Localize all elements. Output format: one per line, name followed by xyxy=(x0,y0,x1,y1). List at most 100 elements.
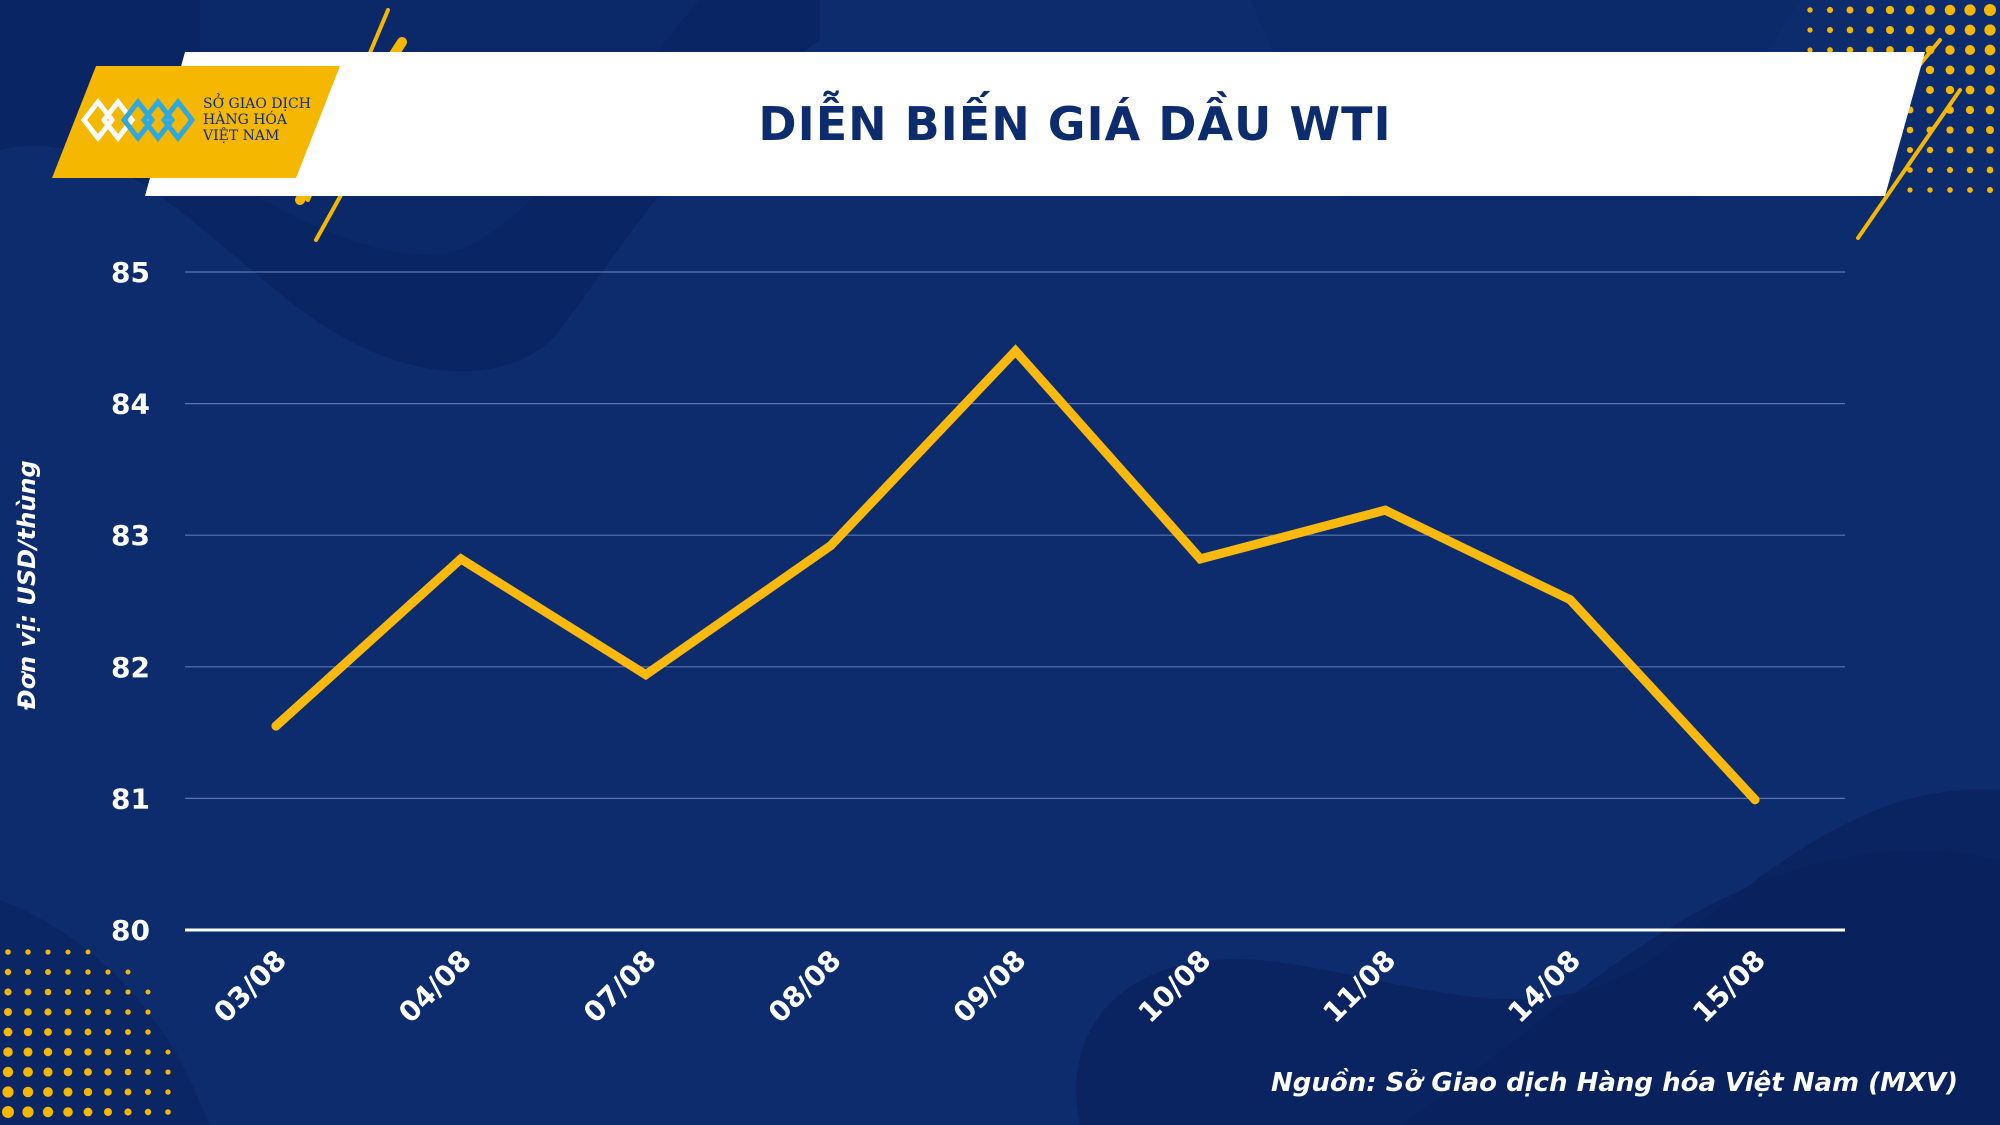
data-point xyxy=(271,721,281,731)
y-tick-label: 83 xyxy=(111,519,150,552)
decor-dot xyxy=(1866,46,1874,54)
decor-dot xyxy=(105,969,111,975)
decor-dot xyxy=(23,1067,33,1077)
decor-dot xyxy=(1907,167,1913,173)
decor-dot xyxy=(1927,187,1933,193)
decor-dot xyxy=(65,969,71,975)
decor-dot xyxy=(1946,166,1954,174)
decor-dot xyxy=(64,1048,72,1056)
x-tick-label: 11/08 xyxy=(1317,944,1403,1030)
logo-line-1: SỞ GIAO DỊCH xyxy=(203,96,311,112)
decor-dot xyxy=(1946,146,1954,154)
decor-dot xyxy=(1807,7,1813,13)
decor-dot xyxy=(104,1048,112,1056)
decor-dot xyxy=(1846,26,1854,34)
decor-dot xyxy=(63,1067,73,1077)
decor-dot xyxy=(1966,126,1974,134)
decor-dot xyxy=(165,1089,171,1095)
decor-dot xyxy=(1827,27,1833,33)
decor-dot xyxy=(1905,25,1915,35)
decor-dot xyxy=(85,949,91,955)
dots-bottom-left xyxy=(2,949,171,1118)
data-point xyxy=(1380,505,1390,515)
decor-dot xyxy=(85,989,91,995)
decor-dot xyxy=(63,1107,73,1117)
decor-dot xyxy=(104,1088,112,1096)
data-point xyxy=(641,670,651,680)
wave-bottom-right-2 xyxy=(1400,850,2000,1125)
logo-line-3: VIỆT NAM xyxy=(203,128,280,144)
x-tick-label: 08/08 xyxy=(762,944,848,1030)
decor-dot xyxy=(1984,4,1996,16)
series-line xyxy=(271,344,1760,805)
y-tick-label: 85 xyxy=(111,256,150,289)
decor-dot xyxy=(1846,6,1854,14)
decor-dot xyxy=(4,1008,12,1016)
decor-dot xyxy=(44,1008,52,1016)
data-point xyxy=(456,554,466,564)
decor-dot xyxy=(145,1069,151,1075)
decor-dot xyxy=(1807,27,1813,33)
gridlines xyxy=(185,271,1845,932)
y-tick-label: 82 xyxy=(111,651,150,684)
decor-dot xyxy=(1986,166,1994,174)
decor-dot xyxy=(125,989,131,995)
decor-dot xyxy=(3,1047,13,1057)
decor-dot xyxy=(1966,146,1974,154)
decor-dot xyxy=(64,1008,72,1016)
decor-dot xyxy=(23,1047,33,1057)
x-tick-label: 09/08 xyxy=(947,944,1033,1030)
decor-dot xyxy=(1985,65,1995,75)
decor-dot xyxy=(104,1108,112,1116)
x-tick-label: 03/08 xyxy=(207,944,293,1030)
decor-dot xyxy=(1966,166,1974,174)
decor-dot xyxy=(1885,5,1895,15)
decor-dot xyxy=(1986,146,1994,154)
decor-dot xyxy=(1944,4,1956,16)
decor-dot xyxy=(125,969,131,975)
decor-dot xyxy=(3,1027,13,1037)
decor-dot xyxy=(144,1108,152,1116)
decor-dot xyxy=(24,1008,32,1016)
x-tick-label: 07/08 xyxy=(577,944,663,1030)
logo-box xyxy=(52,66,340,178)
decor-dot xyxy=(22,1106,34,1118)
decor-dot xyxy=(1886,46,1894,54)
source-note: Nguồn: Sở Giao dịch Hàng hóa Việt Nam (M… xyxy=(1271,1068,1958,1098)
decor-dot xyxy=(45,949,51,955)
decor-dot xyxy=(165,1049,171,1055)
decor-dot xyxy=(1947,187,1953,193)
decor-dot xyxy=(1926,86,1934,94)
decor-dot xyxy=(105,1009,111,1015)
decor-dot xyxy=(85,969,91,975)
decor-dot xyxy=(1906,126,1914,134)
decor-dot xyxy=(1945,25,1955,35)
decor-dot xyxy=(1927,167,1933,173)
decor-dot xyxy=(1985,85,1995,95)
decor-dot xyxy=(145,1049,151,1055)
x-tick-label: 10/08 xyxy=(1132,944,1218,1030)
decor-dot xyxy=(24,988,32,996)
decor-dot xyxy=(1964,44,1976,56)
decor-dot xyxy=(125,1029,131,1035)
decor-dot xyxy=(1925,65,1935,75)
decor-dot xyxy=(83,1087,93,1097)
decor-dot xyxy=(1926,146,1934,154)
decor-dot xyxy=(43,1087,53,1097)
decor-dot xyxy=(44,988,52,996)
decor-dot xyxy=(2,1066,14,1078)
title-banner xyxy=(145,52,1925,196)
data-point xyxy=(826,541,836,551)
logo-line-2: HÀNG HÓA xyxy=(203,112,287,128)
decor-dot xyxy=(84,1048,92,1056)
decor-dot xyxy=(4,988,12,996)
decor-dot xyxy=(1945,85,1955,95)
decor-dot xyxy=(2,1086,14,1098)
decor-dot xyxy=(1986,126,1994,134)
decor-dot xyxy=(124,1108,132,1116)
decor-dot xyxy=(22,1086,34,1098)
decor-dot xyxy=(1965,85,1975,95)
decor-dot xyxy=(2,1106,14,1118)
decor-dot xyxy=(1984,44,1996,56)
decor-dot xyxy=(63,1087,73,1097)
